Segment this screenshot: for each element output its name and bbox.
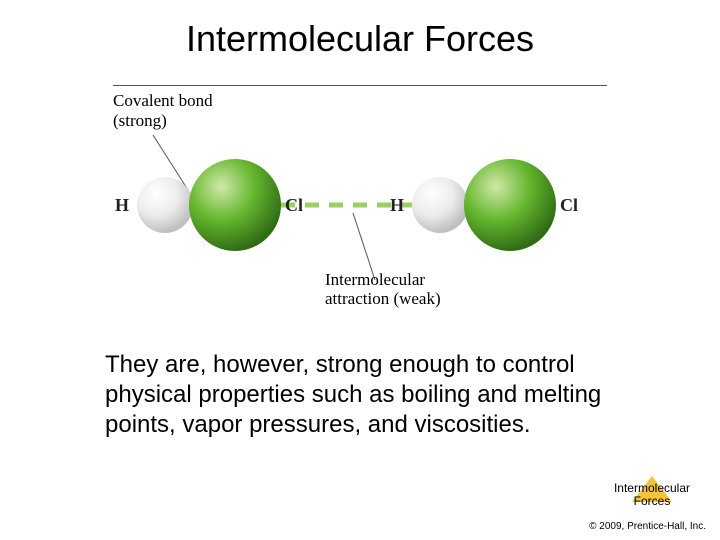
h-atom [137, 177, 193, 233]
covalent-bond-label: Covalent bond (strong) [113, 91, 213, 130]
label-text: (strong) [113, 111, 167, 130]
rule-line [113, 85, 607, 86]
label-text: attraction (weak) [325, 289, 441, 308]
cl-atom [189, 159, 281, 251]
atom-label-cl: Cl [560, 195, 578, 215]
cl-atom [464, 159, 556, 251]
page-title: Intermolecular Forces [0, 18, 720, 60]
h-atom [412, 177, 468, 233]
copyright-text: © 2009, Prentice-Hall, Inc. [589, 521, 706, 532]
footer-badge-text: Forces [634, 494, 671, 508]
footer-badge-text: Intermolecular [614, 481, 690, 495]
label-text: Covalent bond [113, 91, 213, 110]
atom-label-h: H [115, 195, 129, 215]
atom-label-h: H [390, 195, 404, 215]
atom-label-cl: Cl [285, 195, 303, 215]
intermolecular-attraction-label: Intermolecular attraction (weak) [325, 270, 441, 309]
label-text: Intermolecular [325, 270, 425, 289]
footer-badge: Intermolecular Forces [614, 476, 690, 508]
molecule-diagram: Covalent bond (strong) H Cl [105, 85, 615, 315]
body-paragraph: They are, however, strong enough to cont… [105, 350, 615, 440]
